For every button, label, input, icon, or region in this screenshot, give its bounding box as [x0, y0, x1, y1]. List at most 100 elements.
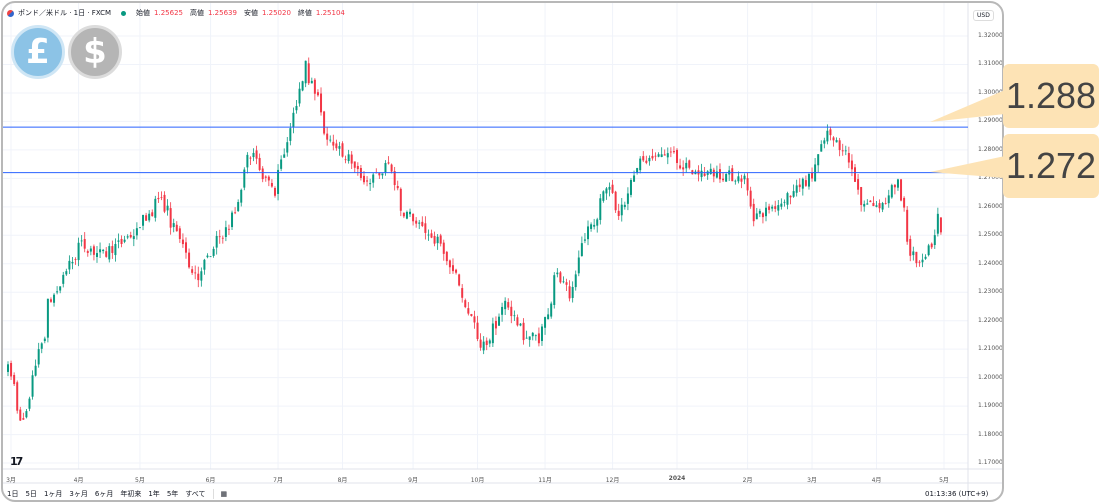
- candle-body: [933, 235, 936, 246]
- candle-body: [556, 272, 559, 275]
- x-tick-label: 12月: [605, 477, 620, 484]
- range-button[interactable]: 5日: [25, 490, 37, 498]
- candle-body: [329, 139, 332, 141]
- symbol-title[interactable]: ポンド／米ドル · 1日 · FXCM: [18, 9, 112, 17]
- range-button[interactable]: 3ヶ月: [69, 490, 88, 498]
- candle-body: [372, 174, 375, 183]
- y-tick-label: 1.25000: [978, 231, 1003, 239]
- candle-body: [25, 411, 28, 418]
- candle-body: [264, 176, 267, 178]
- candle-body: [593, 224, 596, 227]
- range-button[interactable]: 5年: [166, 490, 179, 498]
- candle-body: [737, 176, 740, 182]
- candle-body: [77, 242, 80, 261]
- candle-body: [191, 269, 194, 273]
- range-button[interactable]: 年初来: [120, 490, 142, 498]
- tradingview-logo[interactable]: 17: [10, 455, 23, 468]
- candle-body: [501, 306, 504, 315]
- candle-body: [660, 154, 663, 157]
- candle-body: [301, 81, 304, 91]
- candle-body: [507, 302, 510, 308]
- range-button[interactable]: すべて: [185, 490, 206, 498]
- x-tick-label: 7月: [273, 477, 283, 484]
- candle-body: [347, 154, 350, 162]
- candle-body: [390, 164, 393, 172]
- currency-select[interactable]: USD: [973, 10, 994, 21]
- candle-body: [611, 184, 614, 193]
- x-tick-label: 5月: [135, 477, 145, 484]
- candle-body: [142, 214, 145, 226]
- candle-body: [835, 140, 838, 143]
- candle-body: [826, 130, 829, 142]
- candle-body: [740, 178, 743, 182]
- candle-body: [804, 180, 807, 186]
- candle-body: [424, 223, 427, 233]
- candle-body: [71, 261, 74, 264]
- candle-body: [758, 210, 761, 214]
- y-tick-label: 1.31000: [978, 60, 1003, 68]
- low-label: 安値: [243, 9, 258, 17]
- candle-body: [362, 175, 365, 183]
- candle-body: [313, 79, 316, 94]
- low-value: 1.25020: [261, 9, 291, 17]
- candle-body: [580, 243, 583, 257]
- candle-body: [439, 235, 442, 244]
- candle-body: [605, 188, 608, 194]
- candle-body: [525, 337, 528, 339]
- x-tick-label: 2月: [742, 477, 753, 484]
- close-value: 1.25104: [315, 9, 345, 17]
- candle-body: [227, 228, 230, 230]
- candle-body: [255, 150, 258, 159]
- candle-body: [921, 259, 924, 263]
- candle-body: [488, 340, 491, 344]
- candle-body: [629, 180, 632, 195]
- candle-body: [381, 173, 384, 176]
- y-tick-label: 1.27000: [978, 174, 1003, 182]
- y-tick-label: 1.24000: [978, 259, 1003, 267]
- candle-body: [310, 80, 313, 84]
- candle-body: [513, 315, 516, 317]
- candle-body: [111, 246, 114, 253]
- candle-body: [350, 154, 353, 164]
- range-button[interactable]: 1日: [7, 490, 19, 498]
- clock[interactable]: 01:13:36 (UTC+9): [925, 490, 989, 498]
- candle-body: [838, 140, 841, 151]
- range-button[interactable]: 1年: [148, 490, 160, 498]
- candle-body: [783, 201, 786, 203]
- open-label: 始値: [136, 9, 151, 17]
- candle-body: [749, 190, 752, 207]
- candle-body: [433, 236, 436, 244]
- y-tick-label: 1.30000: [978, 88, 1003, 96]
- candle-body: [537, 333, 540, 344]
- candle-body: [734, 180, 737, 182]
- range-button[interactable]: 6ヶ月: [94, 490, 114, 498]
- candlestick-chart[interactable]: [3, 3, 1004, 502]
- candle-body: [722, 178, 725, 181]
- candle-body: [194, 272, 197, 274]
- candle-body: [138, 227, 141, 229]
- symbol-flag-icon: [7, 9, 14, 17]
- candle-body: [608, 186, 611, 190]
- y-tick-label: 1.22000: [978, 316, 1003, 324]
- candle-body: [209, 256, 212, 258]
- candle-body: [105, 251, 108, 257]
- candle-body: [181, 239, 184, 245]
- candle-body: [405, 211, 408, 219]
- candle-body: [731, 168, 734, 182]
- candle-body: [458, 274, 461, 286]
- candle-body: [43, 338, 46, 342]
- range-toolbar: 1日 5日 1ヶ月 3ヶ月 6ヶ月 年初来 1年 5年 すべて ▦: [7, 489, 227, 499]
- candle-body: [654, 155, 657, 157]
- range-button[interactable]: 1ヶ月: [43, 490, 63, 498]
- candle-body: [22, 418, 25, 420]
- calendar-icon[interactable]: ▦: [220, 490, 228, 498]
- candle-body: [102, 249, 105, 252]
- candle-body: [540, 326, 543, 342]
- x-tick-label: 4月: [73, 477, 84, 484]
- candle-body: [292, 112, 295, 127]
- candle-body: [715, 171, 718, 178]
- candle-body: [516, 317, 519, 326]
- candle-body: [820, 144, 823, 152]
- price-callout-1272: 1.272: [1003, 134, 1099, 198]
- y-tick-label: 1.23000: [978, 288, 1003, 296]
